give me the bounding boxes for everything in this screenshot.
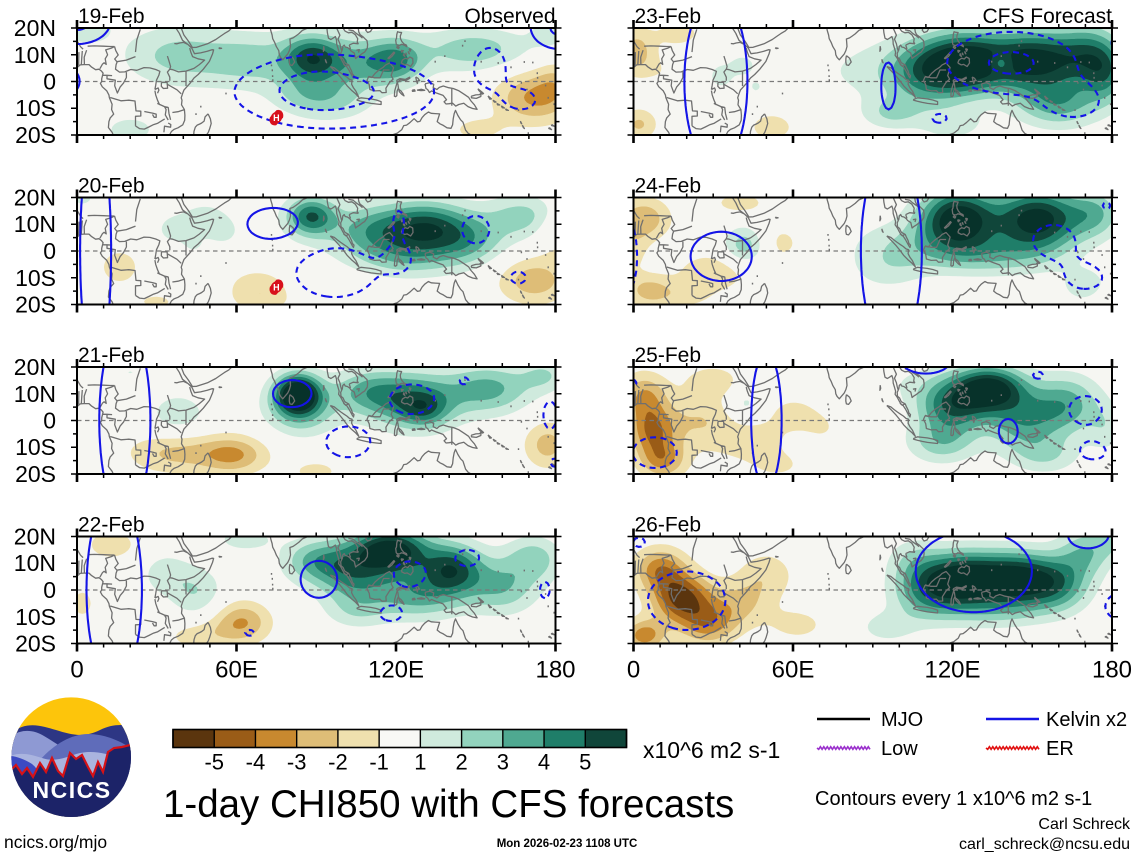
svg-text:19-Feb: 19-Feb bbox=[78, 5, 145, 28]
svg-text:-2: -2 bbox=[328, 750, 348, 775]
svg-text:10S: 10S bbox=[15, 604, 56, 630]
svg-text:10S: 10S bbox=[15, 95, 56, 121]
svg-text:1: 1 bbox=[414, 750, 426, 775]
svg-text:20N: 20N bbox=[14, 354, 56, 380]
svg-text:H: H bbox=[273, 113, 280, 123]
svg-text:CFS Forecast: CFS Forecast bbox=[982, 5, 1112, 28]
svg-text:NCICS: NCICS bbox=[32, 777, 111, 803]
svg-text:Contours every 1 x10^6 m2 s-1: Contours every 1 x10^6 m2 s-1 bbox=[815, 788, 1092, 810]
svg-text:Kelvin x2: Kelvin x2 bbox=[1046, 709, 1127, 731]
svg-text:20N: 20N bbox=[14, 185, 56, 211]
svg-text:10N: 10N bbox=[14, 211, 56, 237]
svg-text:60E: 60E bbox=[772, 657, 815, 684]
svg-text:H: H bbox=[273, 282, 280, 292]
svg-text:Carl Schreck: Carl Schreck bbox=[1038, 816, 1131, 833]
svg-text:20S: 20S bbox=[15, 292, 56, 318]
svg-text:10N: 10N bbox=[14, 550, 56, 576]
svg-text:10N: 10N bbox=[14, 381, 56, 407]
svg-text:10S: 10S bbox=[15, 265, 56, 291]
svg-text:20-Feb: 20-Feb bbox=[78, 175, 145, 198]
svg-text:1-day CHI850 with CFS forecast: 1-day CHI850 with CFS forecasts bbox=[163, 783, 734, 826]
svg-text:120E: 120E bbox=[368, 657, 424, 684]
svg-text:60E: 60E bbox=[215, 657, 258, 684]
svg-text:0: 0 bbox=[43, 577, 56, 603]
svg-text:180: 180 bbox=[535, 657, 575, 684]
svg-text:20N: 20N bbox=[14, 15, 56, 41]
svg-text:120E: 120E bbox=[924, 657, 980, 684]
svg-text:20S: 20S bbox=[15, 122, 56, 148]
svg-text:Low: Low bbox=[881, 738, 918, 760]
svg-text:23-Feb: 23-Feb bbox=[635, 5, 702, 28]
svg-text:ER: ER bbox=[1046, 738, 1074, 760]
svg-text:20S: 20S bbox=[15, 631, 56, 657]
svg-text:22-Feb: 22-Feb bbox=[78, 514, 145, 537]
svg-text:x10^6 m2 s-1: x10^6 m2 s-1 bbox=[643, 737, 780, 763]
svg-text:-3: -3 bbox=[287, 750, 307, 775]
svg-text:MJO: MJO bbox=[881, 709, 923, 731]
svg-text:Observed: Observed bbox=[464, 5, 555, 28]
svg-text:21-Feb: 21-Feb bbox=[78, 344, 145, 367]
svg-text:5: 5 bbox=[579, 750, 591, 775]
svg-text:-1: -1 bbox=[369, 750, 389, 775]
svg-text:0: 0 bbox=[70, 657, 83, 684]
svg-text:0: 0 bbox=[43, 238, 56, 264]
svg-text:26-Feb: 26-Feb bbox=[635, 514, 702, 537]
svg-text:180: 180 bbox=[1092, 657, 1132, 684]
svg-text:0: 0 bbox=[43, 69, 56, 95]
svg-text:4: 4 bbox=[538, 750, 550, 775]
svg-text:ncics.org/mjo: ncics.org/mjo bbox=[4, 832, 107, 852]
svg-text:25-Feb: 25-Feb bbox=[635, 344, 702, 367]
svg-text:24-Feb: 24-Feb bbox=[635, 175, 702, 198]
svg-text:3: 3 bbox=[497, 750, 509, 775]
svg-text:0: 0 bbox=[43, 408, 56, 434]
svg-text:-5: -5 bbox=[204, 750, 224, 775]
svg-text:carl_schreck@ncsu.edu: carl_schreck@ncsu.edu bbox=[959, 836, 1130, 853]
svg-text:20N: 20N bbox=[14, 524, 56, 550]
svg-text:10S: 10S bbox=[15, 434, 56, 460]
svg-text:10N: 10N bbox=[14, 42, 56, 68]
svg-text:0: 0 bbox=[627, 657, 640, 684]
svg-text:2: 2 bbox=[455, 750, 467, 775]
svg-text:20S: 20S bbox=[15, 461, 56, 487]
svg-text:Mon 2026-02-23 1108 UTC: Mon 2026-02-23 1108 UTC bbox=[497, 838, 638, 850]
svg-text:-4: -4 bbox=[246, 750, 266, 775]
